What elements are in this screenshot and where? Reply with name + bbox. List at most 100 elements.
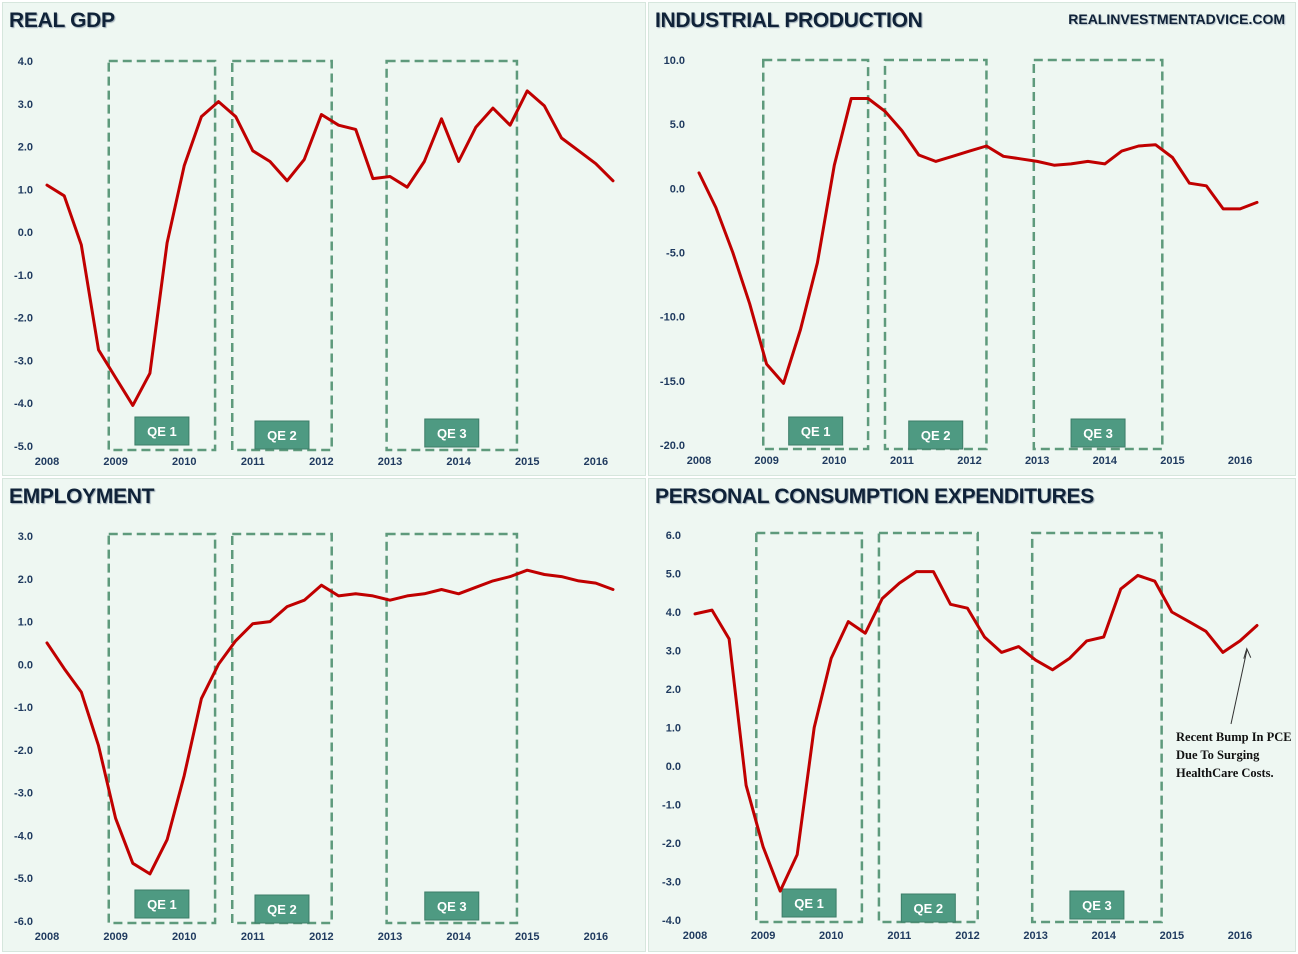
- annotation-line: HealthCare Costs.: [1176, 766, 1274, 780]
- x-tick-label: 2011: [890, 455, 914, 467]
- x-tick-label: 2016: [1228, 930, 1252, 942]
- panel-industrial-production: INDUSTRIAL PRODUCTION REALINVESTMENTADVI…: [648, 2, 1296, 476]
- chart-title: PERSONAL CONSUMPTION EXPENDITURES: [655, 485, 1094, 508]
- qe-period-box: [755, 531, 864, 924]
- x-tick-label: 2012: [309, 931, 333, 943]
- y-tick-label: 0.0: [18, 659, 33, 671]
- x-tick-label: 2013: [1023, 930, 1047, 942]
- x-tick-label: 2016: [584, 931, 608, 943]
- x-tick-label: 2011: [887, 930, 911, 942]
- series-line: [697, 97, 1259, 385]
- x-tick-label: 2014: [1093, 455, 1118, 467]
- x-tick-label: 2008: [683, 930, 707, 942]
- y-tick-label: 5.0: [670, 119, 685, 131]
- y-tick-label: -1.0: [662, 800, 681, 812]
- x-tick-label: 2013: [378, 456, 402, 468]
- x-tick-label: 2014: [1091, 930, 1116, 942]
- y-tick-label: 1.0: [666, 723, 681, 735]
- x-tick-label: 2013: [1025, 455, 1049, 467]
- y-tick-label: -3.0: [14, 788, 33, 800]
- chart-personal-consumption: 6.05.04.03.02.01.00.0-1.0-2.0-3.0-4.0200…: [662, 530, 1259, 942]
- x-tick-label: 2011: [241, 456, 265, 468]
- series-line: [693, 570, 1259, 893]
- x-tick-label: 2014: [446, 931, 471, 943]
- qe-period-box: [385, 532, 519, 925]
- qe-period-box: [883, 58, 988, 451]
- qe-label-badge: [1070, 418, 1126, 448]
- y-tick-label: -2.0: [14, 745, 33, 757]
- qe-label: QE 1: [147, 897, 177, 912]
- y-tick-label: -2.0: [662, 838, 681, 850]
- qe-label-badge: [781, 888, 837, 918]
- y-tick-label: -5.0: [14, 441, 33, 453]
- x-tick-label: 2012: [957, 455, 981, 467]
- chart-employment: 3.0 2.0 1.0 0.0 -1.0 -2.0 -3.0 -4.0 -5.0 -6.02008…: [14, 531, 615, 943]
- x-tick-label: 2016: [1228, 455, 1252, 467]
- qe-period-box: [877, 531, 979, 924]
- y-tick-label: -4.0: [14, 398, 33, 410]
- y-tick-label: -4.0: [14, 830, 33, 842]
- y-tick-label: 1.0: [18, 617, 33, 629]
- qe-label-badge: [254, 420, 310, 450]
- qe-label: QE 3: [1082, 898, 1112, 913]
- y-tick-label: -3.0: [662, 877, 681, 889]
- qe-period-box: [1030, 531, 1163, 924]
- qe-label-badge: [900, 893, 956, 923]
- y-tick-label: 3.0: [666, 646, 681, 658]
- series-line: [45, 89, 615, 407]
- x-tick-label: 2009: [754, 455, 778, 467]
- y-tick-label: -1.0: [14, 270, 33, 282]
- x-tick-label: 2011: [241, 931, 265, 943]
- y-tick-label: -3.0: [14, 355, 33, 367]
- watermark: REALINVESTMENTADVICE.COM: [1068, 11, 1285, 27]
- chart-title: EMPLOYMENT: [9, 485, 155, 508]
- y-tick-label: 0.0: [670, 183, 685, 195]
- qe-period-box: [1032, 58, 1164, 451]
- qe-label: QE 2: [914, 901, 944, 916]
- x-tick-label: 2010: [172, 931, 196, 943]
- x-tick-label: 2015: [1160, 455, 1184, 467]
- y-tick-label: -4.0: [662, 915, 681, 927]
- y-tick-label: 3.0: [18, 99, 33, 111]
- x-tick-label: 2008: [35, 456, 59, 468]
- qe-label-badge: [908, 420, 964, 450]
- y-tick-label: 2.0: [18, 574, 33, 586]
- y-tick-label: -6.0: [14, 916, 33, 928]
- y-tick-label: 2.0: [666, 684, 681, 696]
- qe-label-badge: [424, 891, 480, 921]
- annotation-line: Recent Bump In PCE: [1176, 730, 1292, 744]
- panel-real-gdp: REAL GDP 4.0 3.0 2.0 1.0 0.0 -1.0 -2.0 -3.0 -4.0…: [2, 2, 646, 476]
- y-tick-label: -20.0: [660, 440, 685, 452]
- qe-period-box: [230, 59, 333, 452]
- y-tick-label: -2.0: [14, 313, 33, 325]
- qe-period-box: [230, 532, 333, 925]
- y-tick-label: -15.0: [660, 376, 685, 388]
- qe-period-box: [385, 59, 519, 452]
- qe-label-badge: [134, 416, 190, 446]
- y-tick-label: 1.0: [18, 184, 33, 196]
- x-tick-label: 2008: [687, 455, 711, 467]
- x-tick-label: 2013: [378, 931, 402, 943]
- x-tick-label: 2012: [955, 930, 979, 942]
- y-tick-label: -1.0: [14, 702, 33, 714]
- x-tick-label: 2010: [172, 456, 196, 468]
- x-tick-label: 2008: [35, 931, 59, 943]
- qe-label-badge: [1069, 890, 1125, 920]
- chart-title: REAL GDP: [9, 9, 115, 32]
- x-tick-label: 2010: [819, 930, 843, 942]
- x-tick-label: 2009: [103, 931, 127, 943]
- qe-label: QE 2: [921, 428, 951, 443]
- x-tick-label: 2015: [515, 931, 539, 943]
- qe-label: QE 3: [1083, 426, 1113, 441]
- y-tick-label: 4.0: [18, 56, 33, 68]
- qe-label-badge: [254, 894, 310, 924]
- qe-period-box: [107, 59, 217, 452]
- chart-title: INDUSTRIAL PRODUCTION: [655, 9, 923, 32]
- annotation-arrow: [1230, 650, 1248, 725]
- qe-label: QE 3: [437, 426, 467, 441]
- y-tick-label: 5.0: [666, 569, 681, 581]
- y-tick-label: 6.0: [666, 530, 681, 542]
- y-tick-label: -10.0: [660, 312, 685, 324]
